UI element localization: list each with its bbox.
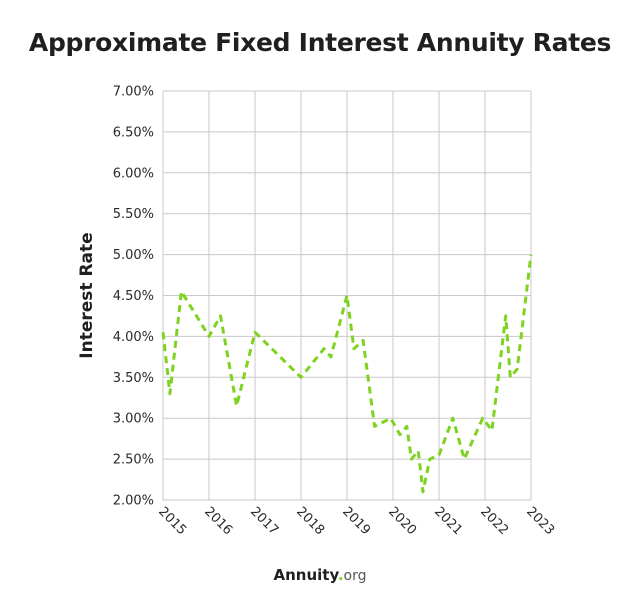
x-axis-ticks: 2015 2016 2017 2018 2019 2020 2021 2022 2023 (155, 504, 557, 538)
brand-tld: org (343, 568, 367, 584)
series (161, 254, 533, 494)
y-tick-label: 6.00% (113, 166, 154, 181)
brand-name: Annuity (273, 566, 338, 584)
x-tick-label: 2018 (293, 504, 327, 538)
x-tick-label: 2020 (385, 504, 419, 538)
x-tick-label: 2023 (523, 504, 557, 538)
y-tick-label: 5.50% (113, 207, 154, 222)
x-tick-label: 2022 (477, 504, 511, 538)
x-tick-label: 2016 (201, 504, 235, 538)
brand-dot: . (337, 566, 344, 584)
y-tick-label: 3.00% (113, 412, 154, 427)
x-tick-label: 2019 (339, 504, 373, 538)
y-tick-label: 3.50% (113, 371, 154, 386)
y-tick-label: 2.50% (113, 453, 154, 468)
y-tick-label: 7.00% (113, 85, 154, 100)
brand-logo: Annuity.org (0, 566, 640, 584)
series-line (161, 254, 533, 494)
x-tick-label: 2017 (247, 504, 281, 538)
y-tick-label: 2.00% (113, 494, 154, 509)
y-tick-label: 4.50% (113, 289, 154, 304)
y-axis-ticks: 2.00% 2.50% 3.00% 3.50% 4.00% 4.50% 5.00% 5.50%… (113, 85, 154, 509)
y-tick-label: 5.00% (113, 248, 154, 263)
x-tick-label: 2021 (431, 504, 465, 538)
grid (162, 90, 532, 501)
chart-title: Approximate Fixed Interest Annuity Rates (28, 28, 612, 57)
y-tick-label: 6.50% (113, 125, 154, 140)
y-axis-label: Interest Rate (77, 232, 97, 358)
y-tick-label: 4.00% (113, 330, 154, 345)
x-tick-label: 2015 (155, 504, 189, 538)
